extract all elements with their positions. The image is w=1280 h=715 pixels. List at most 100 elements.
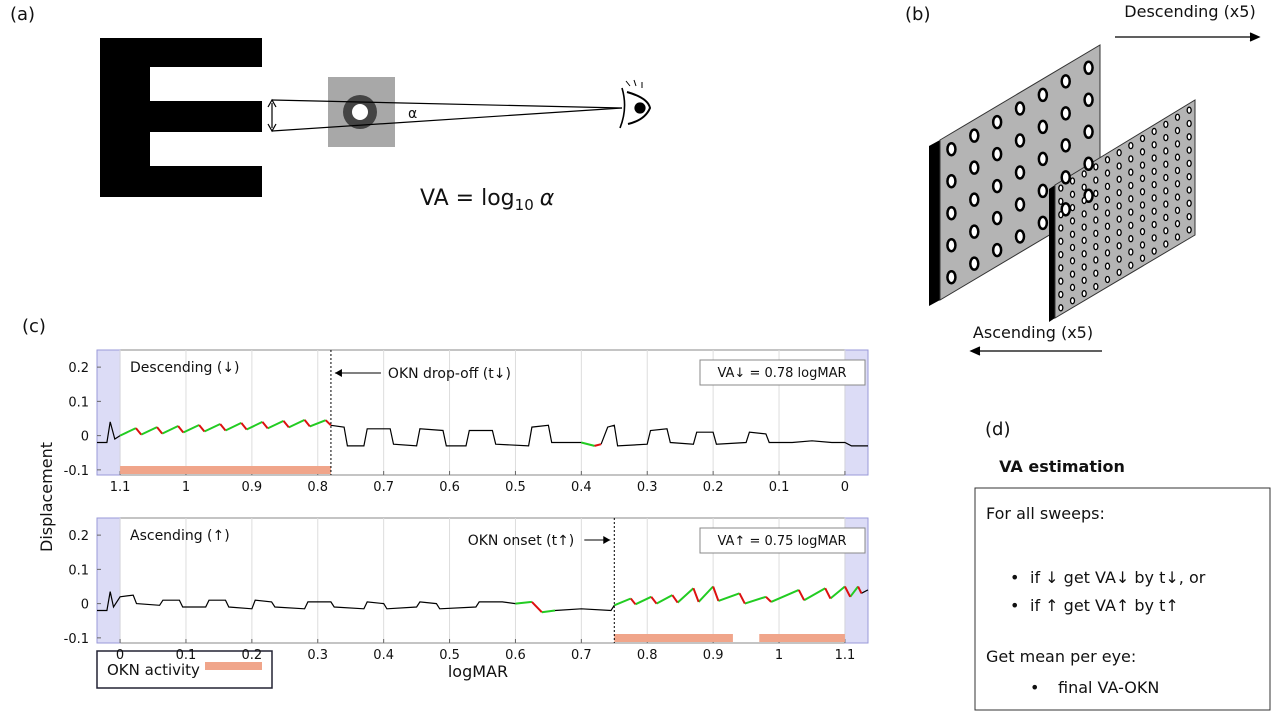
legend-label: OKN activity — [107, 661, 200, 679]
ring-dot — [969, 192, 980, 207]
ring-dot — [1058, 250, 1064, 259]
ring-dot — [1069, 190, 1076, 198]
ring-dot — [969, 160, 980, 175]
bullet: • — [1010, 596, 1019, 615]
arrow-head — [334, 369, 342, 377]
ring-dot — [1186, 173, 1192, 181]
legend-box — [96, 650, 273, 689]
ring-dot — [1037, 151, 1049, 167]
ring-dot — [1116, 228, 1122, 237]
trace — [515, 585, 859, 614]
ring-dot — [1163, 213, 1169, 222]
x-tick-label: 0.2 — [242, 648, 263, 663]
ring-dot — [1058, 224, 1064, 232]
ring-dot — [1139, 188, 1146, 196]
ring-dot — [1174, 153, 1181, 161]
ring-dot — [1058, 237, 1064, 245]
ring-dot — [1069, 177, 1076, 185]
x-tick-label: 0.1 — [176, 648, 197, 663]
ring-dot — [1128, 168, 1134, 176]
box-text: Get mean per eye: — [986, 647, 1136, 666]
x-tick-label: 0 — [841, 480, 849, 495]
ring-dot — [1060, 138, 1071, 153]
x-tick-label: 1.1 — [835, 648, 856, 663]
arrow-label: Ascending (x5) — [973, 323, 1093, 342]
ring-dot — [1128, 261, 1134, 269]
x-tick-label: 0.4 — [571, 480, 592, 495]
ring-dot — [969, 256, 980, 271]
formula-variable: α — [540, 186, 555, 211]
ring-dot — [1037, 87, 1049, 103]
ring-dot — [1104, 235, 1111, 244]
optotype-e — [100, 38, 262, 197]
ring-dot — [1116, 188, 1122, 197]
x-tick-label: 0.1 — [769, 480, 790, 495]
ring-dot — [1069, 270, 1076, 278]
ring-dot — [1060, 106, 1071, 121]
ring-dot — [1186, 159, 1192, 168]
ring-dot — [1151, 167, 1157, 175]
ring-dot — [1174, 233, 1181, 241]
ring-dot — [1069, 203, 1076, 212]
ring-dot — [946, 237, 957, 253]
alpha-label: α — [408, 106, 417, 122]
ring-dot — [1139, 241, 1146, 249]
ring-dot — [1058, 304, 1064, 312]
x-tick-label: 0.6 — [505, 648, 526, 663]
ring-dot — [1060, 202, 1071, 217]
x-tick-label: 0.3 — [307, 648, 328, 663]
x-tick-label: 0.5 — [439, 648, 460, 663]
ring-dot — [1081, 276, 1087, 284]
ring-dot — [1081, 236, 1087, 245]
ring-dot — [1037, 119, 1049, 135]
ring-dot — [1116, 242, 1122, 250]
x-tick-label: 1 — [182, 480, 190, 495]
ring-dot — [1116, 162, 1122, 170]
ring-dot — [1139, 227, 1146, 236]
event-label: OKN drop-off (t↓) — [388, 366, 511, 382]
y-axis-label: Displacement — [37, 442, 56, 552]
ring-dot — [1093, 189, 1099, 198]
ring-dot — [1058, 184, 1064, 192]
y-tick-label: -0.1 — [64, 464, 89, 479]
ring-dot — [1151, 194, 1157, 202]
panel-label: (d) — [985, 419, 1010, 440]
y-tick-label: -0.1 — [64, 632, 89, 647]
x-tick-label: 0 — [116, 648, 124, 663]
shaded-region — [96, 517, 121, 644]
formula-subscript: 10 — [515, 196, 534, 214]
ring-dot — [1093, 269, 1099, 277]
ring-dot — [1139, 201, 1146, 209]
direction-arrow — [969, 346, 1102, 356]
ring-dot — [1116, 202, 1122, 210]
ring-dot — [1186, 212, 1192, 221]
ring-dot — [1128, 155, 1134, 163]
ring-dot — [1151, 207, 1157, 215]
ring-dot — [969, 224, 980, 239]
va-label: VA↑ = 0.75 logMAR — [717, 534, 846, 549]
ring-dot — [1081, 196, 1087, 205]
ring-dot — [1093, 282, 1099, 291]
ring-dot — [1069, 257, 1076, 265]
ring-dot — [1128, 181, 1134, 190]
ring-dot — [1081, 263, 1087, 271]
va-label: VA↓ = 0.78 logMAR — [717, 366, 846, 381]
ring-dot — [1058, 277, 1064, 285]
y-tick-label: 0 — [81, 430, 89, 445]
ring-dot — [1174, 113, 1181, 121]
ring-dot — [1069, 297, 1076, 305]
ring-dot — [1058, 197, 1064, 206]
chart-title: Ascending (↑) — [130, 528, 230, 544]
ring-dot — [991, 242, 1003, 258]
ring-dot — [1163, 173, 1169, 182]
ring-dot — [1104, 156, 1111, 164]
ring-dot — [991, 178, 1003, 194]
ring-dot — [1069, 217, 1076, 225]
ring-dot — [1128, 235, 1134, 243]
ring-dot — [969, 128, 980, 143]
ring-dot — [1104, 209, 1111, 217]
bullet: • — [1030, 678, 1039, 697]
ring-dot — [1083, 60, 1094, 76]
ring-dot — [1014, 229, 1026, 244]
